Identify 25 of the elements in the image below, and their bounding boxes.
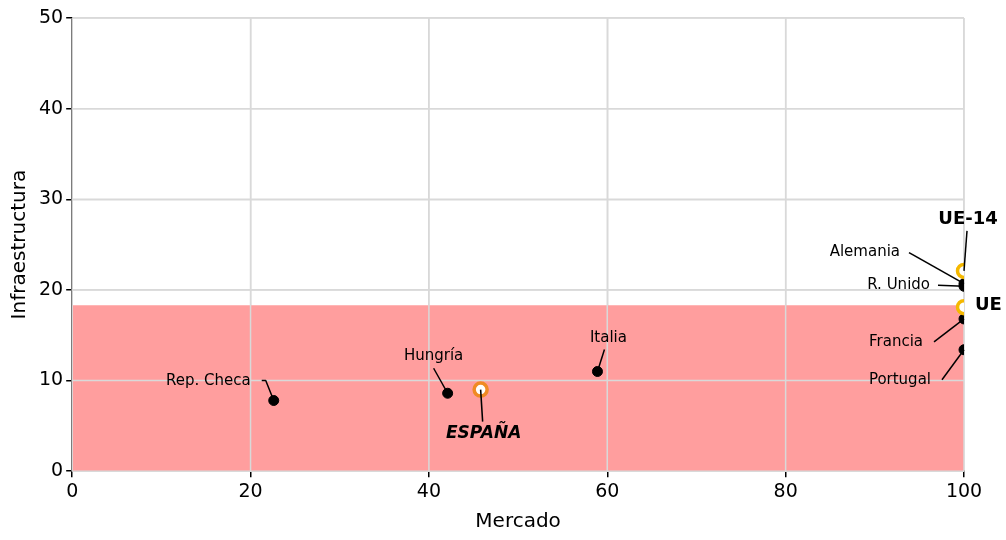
x-tick-label: 60 [595,478,620,501]
x-tick-label: 0 [66,478,79,501]
annotation: Alemania [829,242,900,261]
annotation: Italia [589,328,627,347]
annotation: ESPAÑA [445,420,522,443]
y-tick-label: 0 [51,458,64,481]
y-tick-label: 20 [38,276,64,299]
x-tick-label: 80 [773,478,798,501]
annotation: Hungría [403,346,464,365]
annotation: UE-14 [938,206,998,228]
annotation: UE [975,292,1002,314]
point [472,381,489,398]
y-axis-title: Infraestructura [6,169,31,320]
annotation: Portugal [868,369,931,388]
x-axis-title: Mercado [475,508,561,533]
annotation: Francia [868,331,923,350]
annotation: Rep. Checa [166,371,251,390]
y-tick-label: 30 [38,186,64,209]
y-tick-label: 10 [38,367,64,390]
x-tick-label: 20 [238,478,263,501]
x-tick-label: 100 [945,478,983,501]
y-tick-label: 40 [38,95,64,118]
annotation: R. Unido [867,275,930,294]
y-tick-label: 50 [38,4,64,27]
x-tick-label: 40 [416,478,441,501]
